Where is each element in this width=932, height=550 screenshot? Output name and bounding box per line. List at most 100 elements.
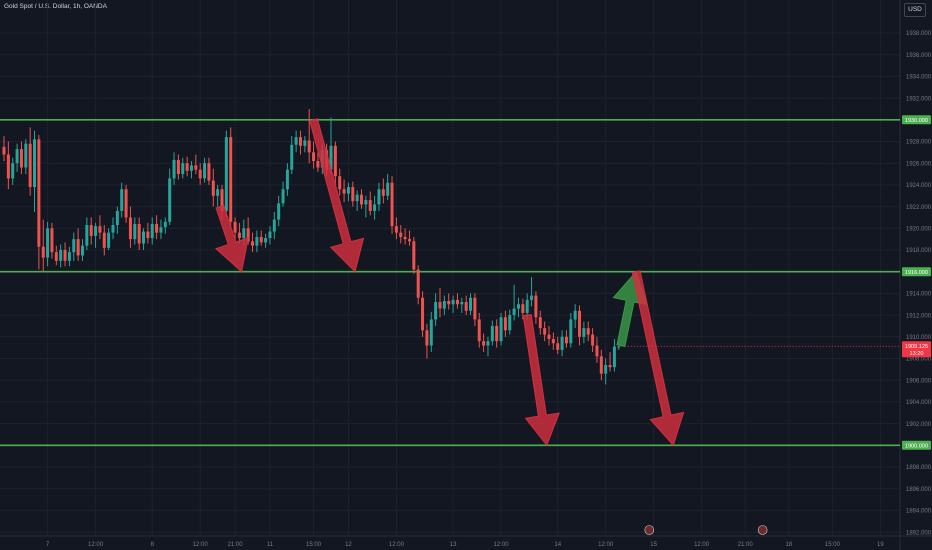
candle-body [373, 204, 377, 211]
candle-body [412, 241, 416, 270]
candle-body [146, 231, 150, 239]
x-tick-label: 12:00 [88, 542, 104, 548]
candle-body [573, 310, 577, 320]
candle-body [351, 187, 355, 202]
candle-body [80, 245, 84, 256]
candle-body [569, 319, 573, 344]
y-tick-label: 1926.000 [906, 161, 932, 167]
candle-body [586, 328, 590, 335]
y-tick-label: 1906.000 [906, 378, 932, 384]
candle-body [203, 163, 207, 179]
chart-title: Gold Spot / U.S. Dollar, 1h, OANDA [4, 3, 107, 10]
x-tick-label: 12:00 [694, 542, 710, 548]
candle-body [33, 139, 37, 188]
bar-countdown-label: 13:20 [910, 351, 924, 357]
current-price-badge [902, 341, 931, 358]
candle-body [556, 343, 560, 350]
candle-body [386, 182, 390, 196]
candle-body [277, 203, 281, 220]
candle-body [381, 189, 385, 196]
candle-body [521, 304, 525, 313]
y-tick-label: 1912.000 [906, 313, 932, 319]
candle-body [303, 140, 307, 146]
candle-body [495, 325, 499, 342]
y-tick-label: 1934.000 [906, 75, 932, 81]
candle-body [89, 225, 93, 236]
candle-body [547, 334, 551, 339]
x-tick-label: 15:00 [306, 542, 322, 548]
y-tick-label: 1918.000 [906, 248, 932, 254]
y-tick-label: 1938.000 [906, 31, 932, 37]
x-tick-label: 12:00 [389, 542, 405, 548]
candle-body [163, 221, 167, 228]
candle-body [578, 310, 582, 337]
candle-body [142, 231, 146, 244]
candle-body [102, 232, 106, 248]
candle-body [137, 223, 141, 244]
candle-body [281, 189, 285, 204]
candle-body [76, 239, 80, 256]
candle-body [447, 300, 451, 305]
y-tick-label: 1898.000 [906, 465, 932, 471]
candle-body [460, 302, 464, 305]
x-tick-label: 15:00 [825, 542, 841, 548]
economic-event-icon[interactable] [757, 525, 768, 535]
candle-body [298, 137, 302, 146]
candle-body [63, 250, 67, 261]
candle-body [207, 163, 211, 181]
x-tick-label: 21:00 [738, 542, 754, 548]
candle-body [486, 341, 490, 346]
candle-body [272, 219, 276, 232]
candle-body [268, 231, 272, 239]
candle-body [290, 144, 294, 170]
candle-body [312, 152, 316, 162]
candle-body [464, 302, 468, 311]
y-tick-label: 1902.000 [906, 422, 932, 428]
currency-button[interactable]: USD [904, 3, 926, 17]
candle-body [54, 252, 58, 261]
candle-body [399, 232, 403, 237]
x-tick-label: 12:00 [598, 542, 614, 548]
candle-body [94, 226, 98, 236]
level-price-label: 1900.000 [905, 444, 928, 450]
y-tick-label: 1896.000 [906, 487, 932, 493]
candle-body [525, 299, 529, 313]
x-tick-label: 21:00 [228, 542, 244, 548]
candle-body [237, 232, 241, 239]
level-price-label-bg [902, 440, 931, 450]
candle-body [251, 241, 255, 246]
candle-body [516, 304, 520, 309]
candle-body [259, 236, 263, 243]
candle-body [599, 356, 603, 374]
down-arrow[interactable] [631, 270, 685, 447]
y-tick-label: 1920.000 [906, 227, 932, 233]
candle-body [469, 297, 473, 311]
candle-body [368, 200, 372, 211]
candle-body [508, 315, 512, 331]
candle-body [67, 252, 71, 261]
y-tick-label: 1922.000 [906, 205, 932, 211]
candle-body [538, 317, 542, 329]
y-tick-label: 1908.000 [906, 357, 932, 363]
candle-body [155, 223, 159, 233]
candle-body [264, 238, 268, 243]
candle-body [473, 297, 477, 320]
economic-event-icon[interactable] [644, 525, 655, 535]
down-arrow[interactable] [522, 313, 560, 447]
x-tick-label: 12:00 [193, 542, 209, 548]
y-tick-label: 1914.000 [906, 292, 932, 298]
candle-body [342, 189, 346, 194]
candle-body [11, 163, 15, 179]
candle-body [477, 319, 481, 342]
down-arrow[interactable] [309, 118, 365, 273]
candle-body [482, 341, 486, 346]
level-price-label: 1916.000 [905, 270, 928, 276]
candle-body [46, 228, 50, 258]
candle-body [107, 232, 111, 248]
candle-body [194, 165, 198, 170]
candle-body [333, 145, 337, 177]
down-arrow[interactable] [215, 204, 249, 273]
level-price-label-bg [902, 115, 931, 125]
candle-body [560, 336, 564, 350]
